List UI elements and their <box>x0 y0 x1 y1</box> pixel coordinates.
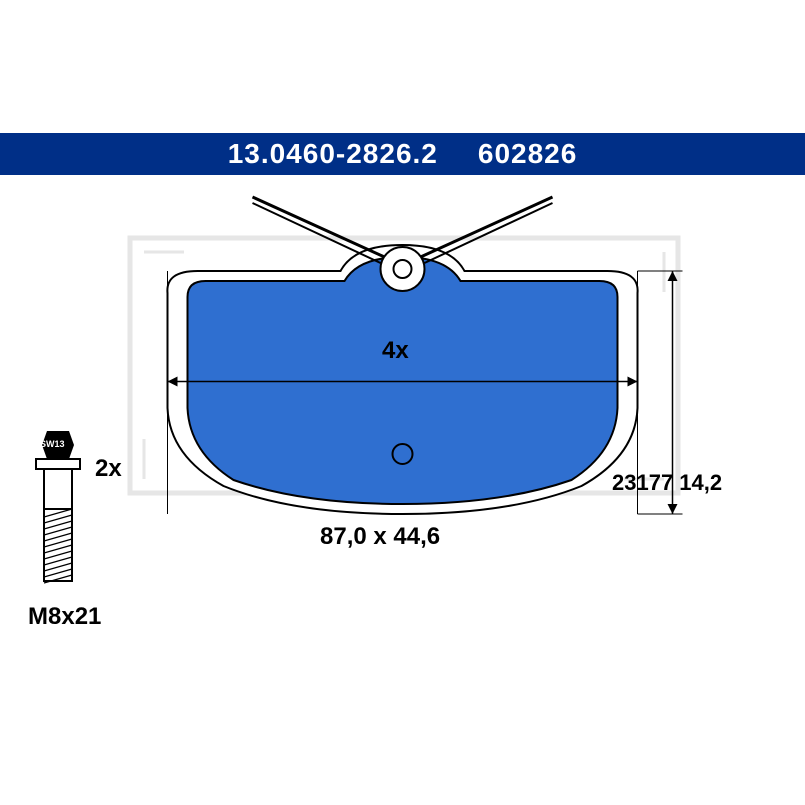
pad-dimensions-label: 87,0 x 44,6 <box>320 523 440 551</box>
bolt-quantity-label: 2x <box>95 455 122 483</box>
pad-quantity-label: 4x <box>382 337 409 365</box>
bolt-hex-label: SW13 <box>40 439 65 449</box>
page: 13.0460-2826.2 602826 Ate 4x 87,0 x 44,6… <box>0 0 805 805</box>
bolt-spec-label: M8x21 <box>28 603 101 631</box>
brake-pad-diagram <box>120 190 685 580</box>
bolt-diagram <box>24 425 144 600</box>
pad-side-label: 23177 14,2 <box>612 470 722 496</box>
